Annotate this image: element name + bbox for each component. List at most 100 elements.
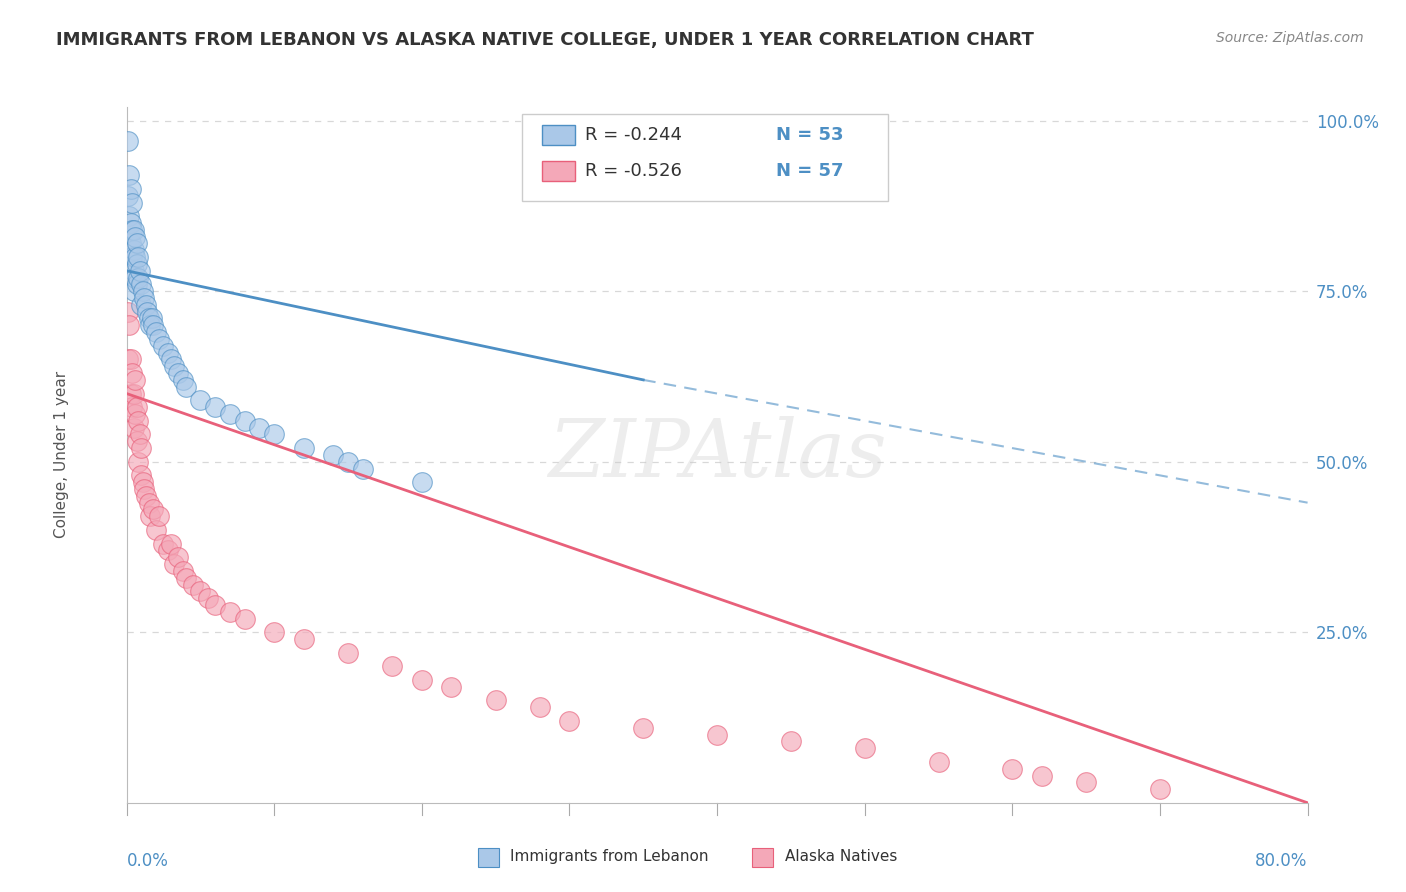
Point xyxy=(142,318,165,333)
Point xyxy=(381,659,404,673)
Point xyxy=(125,400,148,414)
Point xyxy=(484,693,508,707)
Point xyxy=(197,591,219,606)
Point xyxy=(292,632,315,646)
Point xyxy=(122,420,145,434)
Point xyxy=(118,318,141,333)
Point xyxy=(132,284,155,298)
Text: Alaska Natives: Alaska Natives xyxy=(785,849,897,863)
Point xyxy=(135,298,157,312)
Point xyxy=(779,734,801,748)
Point xyxy=(1031,768,1053,782)
Point xyxy=(129,441,153,455)
Point xyxy=(167,366,190,380)
Point xyxy=(1149,782,1171,797)
Point xyxy=(352,461,374,475)
Point xyxy=(128,427,150,442)
FancyBboxPatch shape xyxy=(522,114,889,201)
Point xyxy=(163,359,186,374)
Point xyxy=(117,352,139,367)
Point xyxy=(139,318,162,333)
Point xyxy=(163,557,186,571)
Point xyxy=(118,168,141,182)
Point xyxy=(129,277,153,292)
Point xyxy=(121,250,143,264)
Point xyxy=(156,543,179,558)
Point xyxy=(127,270,149,285)
Text: Immigrants from Lebanon: Immigrants from Lebanon xyxy=(510,849,709,863)
Point xyxy=(117,304,139,318)
Bar xyxy=(543,161,575,181)
Point xyxy=(529,700,551,714)
Point xyxy=(337,646,360,660)
Point xyxy=(122,264,145,278)
Point xyxy=(127,414,149,428)
Point xyxy=(124,270,146,285)
Point xyxy=(188,393,211,408)
Point xyxy=(152,339,174,353)
Point xyxy=(124,407,146,421)
Point xyxy=(120,236,142,251)
Point xyxy=(233,612,256,626)
Point xyxy=(120,216,142,230)
Point xyxy=(145,523,167,537)
Text: Source: ZipAtlas.com: Source: ZipAtlas.com xyxy=(1216,31,1364,45)
Point xyxy=(292,441,315,455)
Point xyxy=(122,386,145,401)
Point xyxy=(706,728,728,742)
Text: R = -0.526: R = -0.526 xyxy=(585,162,682,180)
Point xyxy=(125,236,148,251)
Point xyxy=(121,400,143,414)
Point xyxy=(132,475,155,490)
Point xyxy=(322,448,344,462)
Point xyxy=(118,209,141,223)
Point xyxy=(440,680,463,694)
Point xyxy=(247,420,270,434)
Text: 0.0%: 0.0% xyxy=(127,852,169,870)
Point xyxy=(117,134,139,148)
Point xyxy=(156,345,179,359)
Point xyxy=(124,229,146,244)
Point xyxy=(134,291,156,305)
Point xyxy=(129,468,153,483)
Point xyxy=(172,564,194,578)
Point xyxy=(124,250,146,264)
Point xyxy=(219,605,242,619)
Point xyxy=(167,550,190,565)
Point xyxy=(122,223,145,237)
Point xyxy=(204,598,226,612)
Text: N = 53: N = 53 xyxy=(776,126,844,144)
Point xyxy=(120,182,142,196)
Point xyxy=(172,373,194,387)
Text: 80.0%: 80.0% xyxy=(1256,852,1308,870)
Point xyxy=(128,264,150,278)
Point xyxy=(263,427,285,442)
Point xyxy=(125,277,148,292)
Point xyxy=(853,741,876,756)
Point xyxy=(148,509,170,524)
Point xyxy=(174,380,197,394)
Text: N = 57: N = 57 xyxy=(776,162,844,180)
Point xyxy=(124,373,146,387)
Text: College, Under 1 year: College, Under 1 year xyxy=(53,371,69,539)
Point xyxy=(125,257,148,271)
Text: IMMIGRANTS FROM LEBANON VS ALASKA NATIVE COLLEGE, UNDER 1 YEAR CORRELATION CHART: IMMIGRANTS FROM LEBANON VS ALASKA NATIVE… xyxy=(56,31,1035,49)
Text: ZIPAtlas: ZIPAtlas xyxy=(548,417,886,493)
Point xyxy=(152,536,174,550)
Point xyxy=(188,584,211,599)
Point xyxy=(138,311,160,326)
Point xyxy=(134,482,156,496)
Point xyxy=(233,414,256,428)
Point xyxy=(122,244,145,258)
Point xyxy=(125,434,148,449)
Point xyxy=(148,332,170,346)
Point xyxy=(337,455,360,469)
Point xyxy=(120,386,142,401)
Point xyxy=(139,509,162,524)
Point xyxy=(558,714,581,728)
Point xyxy=(135,489,157,503)
Point xyxy=(159,352,183,367)
Point xyxy=(121,223,143,237)
Point xyxy=(122,284,145,298)
Point xyxy=(181,577,204,591)
